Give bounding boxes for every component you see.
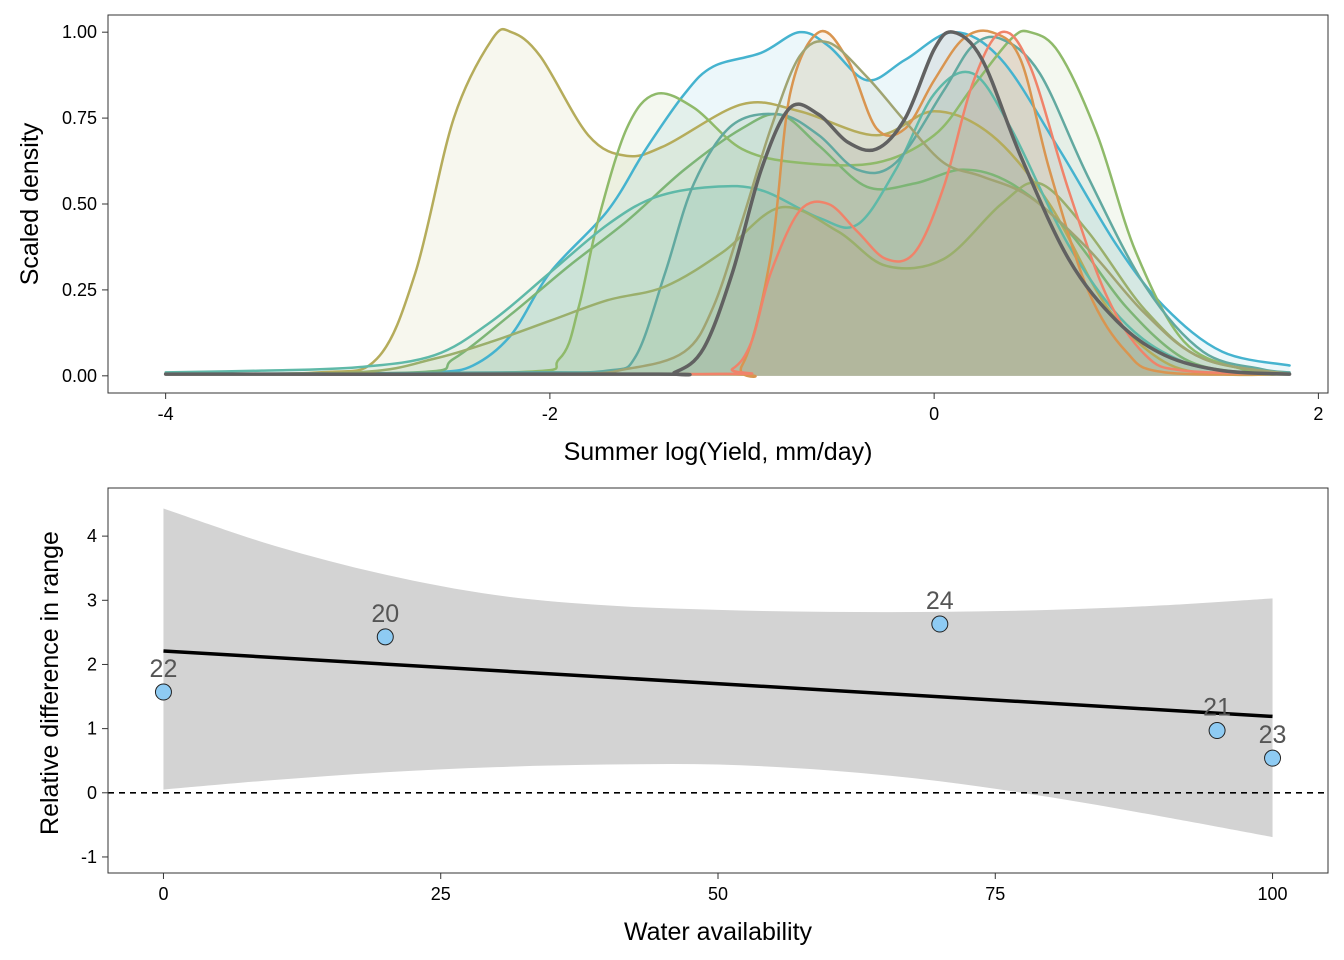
density-line-11 <box>163 30 1292 377</box>
density-x-axis: -4 -2 0 2 <box>158 393 1323 424</box>
density-area-11 <box>165 31 1290 376</box>
scatter-y-tick-label: -1 <box>81 847 97 867</box>
confidence-band-group <box>163 508 1273 838</box>
scatter-x-tick-label: 0 <box>158 884 168 904</box>
data-point-label: 20 <box>371 600 399 628</box>
density-y-tick-label: 0.50 <box>62 194 97 214</box>
scatter-y-tick-label: 4 <box>87 526 97 546</box>
scatter-y-tick-label: 3 <box>87 590 97 610</box>
density-y-tick-label: 0.25 <box>62 280 97 300</box>
density-x-tick-label: -4 <box>158 404 174 424</box>
density-y-tick-label: 1.00 <box>62 22 97 42</box>
scatter-y-tick-label: 2 <box>87 654 97 674</box>
density-y-tick-label: 0.75 <box>62 108 97 128</box>
data-point <box>1264 749 1282 767</box>
scatter-y-axis: -1 0 1 2 3 4 <box>81 526 108 867</box>
density-area-7 <box>165 182 1290 376</box>
density-area-10 <box>165 41 1290 376</box>
data-point <box>154 683 172 701</box>
density-area-9 <box>165 31 1290 376</box>
density-series-group <box>163 27 1292 378</box>
density-panel: -4 -2 0 2 0.00 0.25 0.50 0.75 1.00 Summer log(Y… <box>16 14 1329 466</box>
density-line-10 <box>164 39 1291 376</box>
data-point <box>1208 722 1226 740</box>
scatter-x-axis-title: Water availability <box>624 918 813 946</box>
scatter-points-group: 22 20 24 21 23 <box>150 587 1287 767</box>
data-point-label: 24 <box>926 587 954 615</box>
data-point-label: 23 <box>1259 721 1287 749</box>
data-point <box>931 615 949 633</box>
data-point-label: 22 <box>150 655 178 683</box>
density-area-2 <box>165 32 1290 376</box>
density-area-3 <box>165 114 1290 376</box>
density-line-5 <box>164 70 1291 376</box>
density-x-axis-title: Summer log(Yield, mm/day) <box>564 438 873 466</box>
scatter-x-tick-label: 25 <box>431 884 451 904</box>
density-line-7 <box>164 181 1291 376</box>
density-x-tick-label: 2 <box>1313 404 1323 424</box>
confidence-band <box>163 508 1273 838</box>
density-area-8 <box>165 30 1290 377</box>
scatter-x-tick-label: 75 <box>985 884 1005 904</box>
density-x-tick-label: 0 <box>929 404 939 424</box>
density-area-1 <box>165 29 1290 376</box>
scatter-x-tick-label: 100 <box>1258 884 1288 904</box>
scatter-y-tick-label: 1 <box>87 719 97 739</box>
density-line-9 <box>164 30 1291 376</box>
scatter-y-tick-label: 0 <box>87 783 97 803</box>
density-y-axis-title: Scaled density <box>16 122 44 285</box>
density-y-tick-label: 0.00 <box>62 366 97 386</box>
data-point <box>376 628 394 646</box>
scatter-x-axis: 0 25 50 75 100 <box>158 873 1288 904</box>
density-line-1 <box>164 27 1291 377</box>
data-point-label: 21 <box>1203 694 1231 722</box>
scatter-y-axis-title: Relative difference in range <box>36 531 64 835</box>
density-line-2 <box>164 30 1291 376</box>
density-y-axis: 0.00 0.25 0.50 0.75 1.00 <box>62 22 108 386</box>
density-x-tick-label: -2 <box>542 404 558 424</box>
density-line-4 <box>164 29 1291 376</box>
trend-line <box>163 649 1273 719</box>
density-area-5 <box>165 71 1290 376</box>
density-area-4 <box>165 30 1290 376</box>
scatter-x-tick-label: 50 <box>708 884 728 904</box>
